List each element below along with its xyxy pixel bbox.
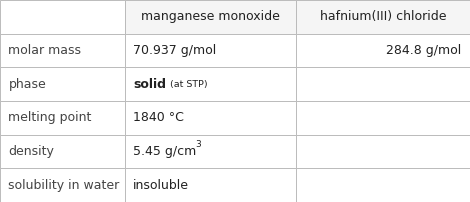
Bar: [0, 34, 125, 67]
Bar: [0, 0, 125, 34]
Bar: [296, 67, 470, 101]
Bar: [296, 168, 470, 202]
Bar: [125, 135, 296, 168]
Bar: [296, 34, 470, 67]
Text: manganese monoxide: manganese monoxide: [141, 10, 280, 23]
Bar: [0, 168, 125, 202]
Bar: [0, 135, 125, 168]
Bar: [296, 0, 470, 34]
Text: 3: 3: [195, 140, 201, 149]
Text: insoluble: insoluble: [133, 179, 189, 192]
Bar: [125, 101, 296, 135]
Text: 284.8 g/mol: 284.8 g/mol: [386, 44, 462, 57]
Bar: [0, 67, 125, 101]
Text: hafnium(III) chloride: hafnium(III) chloride: [320, 10, 446, 23]
Bar: [296, 135, 470, 168]
Text: molar mass: molar mass: [8, 44, 81, 57]
Bar: [125, 168, 296, 202]
Text: melting point: melting point: [8, 111, 92, 124]
Bar: [0, 101, 125, 135]
Text: phase: phase: [8, 78, 46, 91]
Text: (at STP): (at STP): [167, 80, 207, 89]
Bar: [296, 101, 470, 135]
Text: solubility in water: solubility in water: [8, 179, 120, 192]
Text: 70.937 g/mol: 70.937 g/mol: [133, 44, 216, 57]
Text: 5.45 g/cm: 5.45 g/cm: [133, 145, 196, 158]
Bar: [125, 0, 296, 34]
Bar: [125, 34, 296, 67]
Text: density: density: [8, 145, 55, 158]
Text: 1840 °C: 1840 °C: [133, 111, 184, 124]
Bar: [125, 67, 296, 101]
Text: solid: solid: [133, 78, 166, 91]
